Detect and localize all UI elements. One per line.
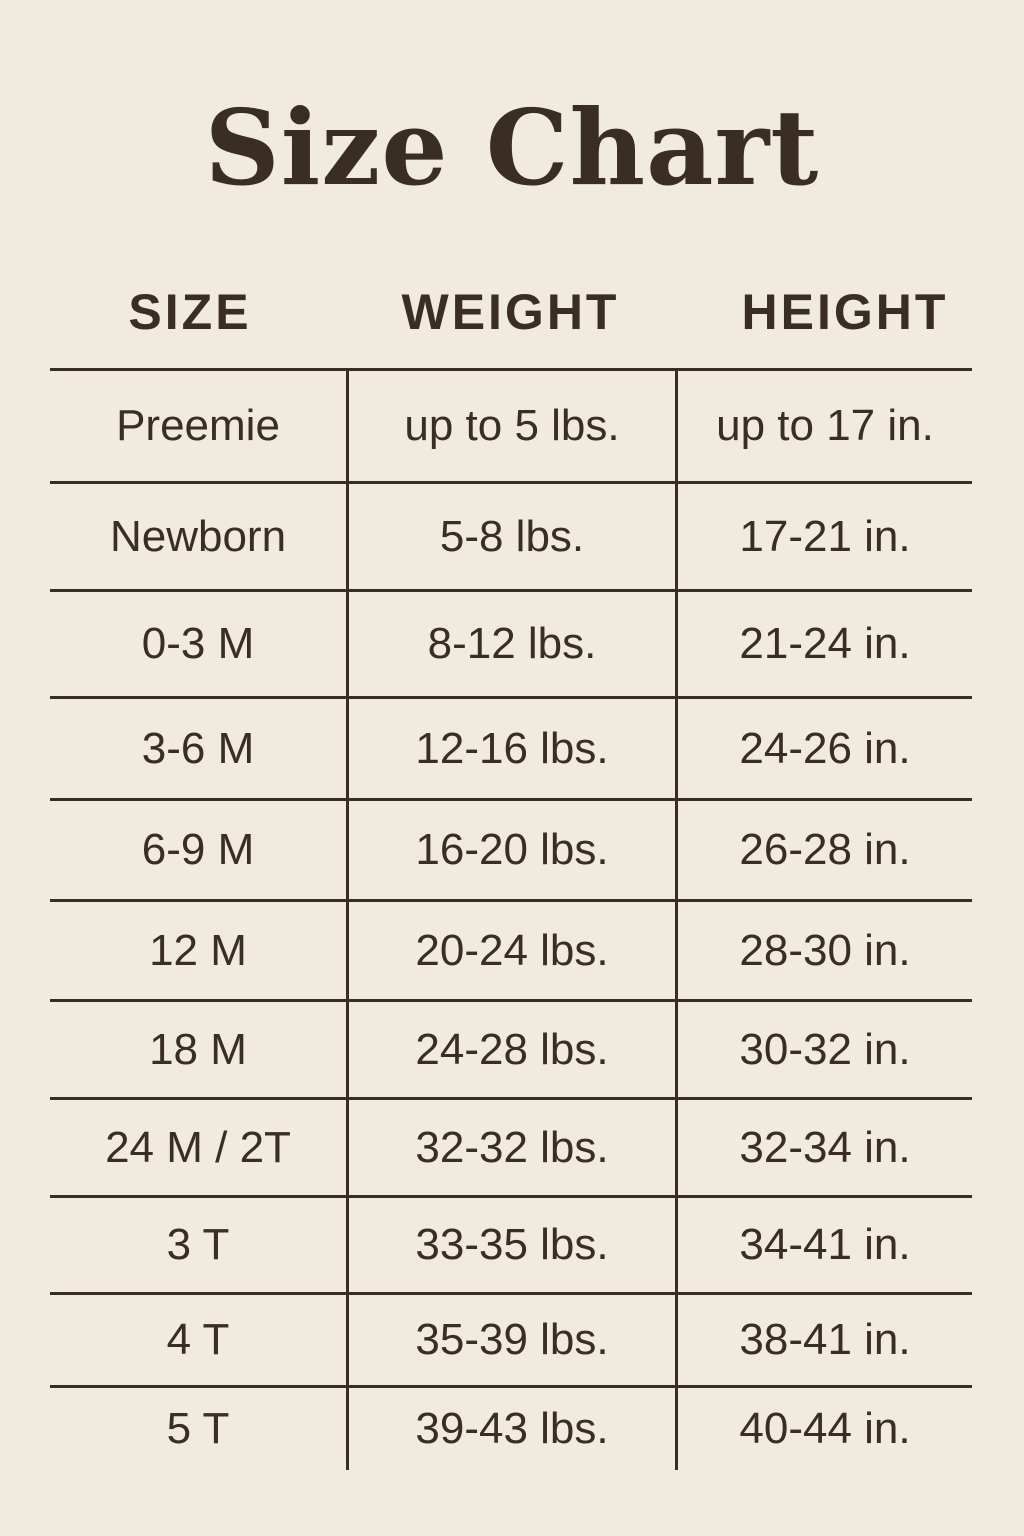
cell-size: 4 T — [50, 1295, 349, 1385]
cell-size: 5 T — [50, 1388, 349, 1470]
cell-size: 3 T — [50, 1198, 349, 1292]
table-row: Preemie up to 5 lbs. up to 17 in. — [50, 368, 972, 481]
table-row: 5 T 39-43 lbs. 40-44 in. — [50, 1385, 972, 1470]
cell-weight: 24-28 lbs. — [349, 1002, 678, 1097]
cell-weight: 5-8 lbs. — [349, 484, 678, 589]
cell-weight: 33-35 lbs. — [349, 1198, 678, 1292]
size-table: Preemie up to 5 lbs. up to 17 in. Newborn 5-… — [50, 368, 972, 1470]
table-row: 4 T 35-39 lbs. 38-41 in. — [50, 1292, 972, 1385]
header-height: HEIGHT — [741, 284, 949, 340]
cell-size: 0-3 M — [50, 592, 349, 696]
cell-height: 28-30 in. — [739, 925, 911, 975]
table-row: 3-6 M 12-16 lbs. 24-26 in. — [50, 696, 972, 798]
table-row: 12 M 20-24 lbs. 28-30 in. — [50, 899, 972, 999]
cell-height: 38-41 in. — [739, 1315, 911, 1364]
cell-weight: 20-24 lbs. — [349, 902, 678, 999]
cell-height: 26-28 in. — [739, 825, 911, 874]
cell-weight: 32-32 lbs. — [349, 1100, 678, 1195]
cell-height: 32-34 in. — [739, 1122, 911, 1172]
cell-weight: 35-39 lbs. — [349, 1295, 678, 1385]
cell-weight: 16-20 lbs. — [349, 801, 678, 899]
cell-height: 40-44 in. — [739, 1404, 911, 1453]
cell-height: up to 17 in. — [716, 401, 934, 450]
cell-height: 34-41 in. — [739, 1220, 911, 1269]
cell-weight: 8-12 lbs. — [349, 592, 678, 696]
cell-size: 3-6 M — [50, 699, 349, 798]
cell-size: Preemie — [50, 371, 349, 481]
cell-size: 18 M — [50, 1002, 349, 1097]
cell-height: 30-32 in. — [739, 1024, 911, 1074]
table-row: Newborn 5-8 lbs. 17-21 in. — [50, 481, 972, 589]
cell-size: 12 M — [50, 902, 349, 999]
table-row: 24 M / 2T 32-32 lbs. 32-34 in. — [50, 1097, 972, 1195]
cell-size: 24 M / 2T — [50, 1100, 349, 1195]
table-row: 0-3 M 8-12 lbs. 21-24 in. — [50, 589, 972, 696]
cell-weight: 12-16 lbs. — [349, 699, 678, 798]
cell-height: 24-26 in. — [739, 723, 911, 773]
table-row: 3 T 33-35 lbs. 34-41 in. — [50, 1195, 972, 1292]
page-title: Size Chart — [204, 86, 820, 209]
cell-size: Newborn — [50, 484, 349, 589]
header-size: SIZE — [128, 284, 252, 340]
cell-height: 21-24 in. — [739, 619, 911, 668]
table-row: 6-9 M 16-20 lbs. 26-28 in. — [50, 798, 972, 899]
cell-height: 17-21 in. — [739, 511, 911, 561]
table-row: 18 M 24-28 lbs. 30-32 in. — [50, 999, 972, 1097]
cell-size: 6-9 M — [50, 801, 349, 899]
cell-weight: 39-43 lbs. — [349, 1388, 678, 1470]
cell-weight: up to 5 lbs. — [349, 371, 678, 481]
header-weight: WEIGHT — [401, 284, 620, 340]
